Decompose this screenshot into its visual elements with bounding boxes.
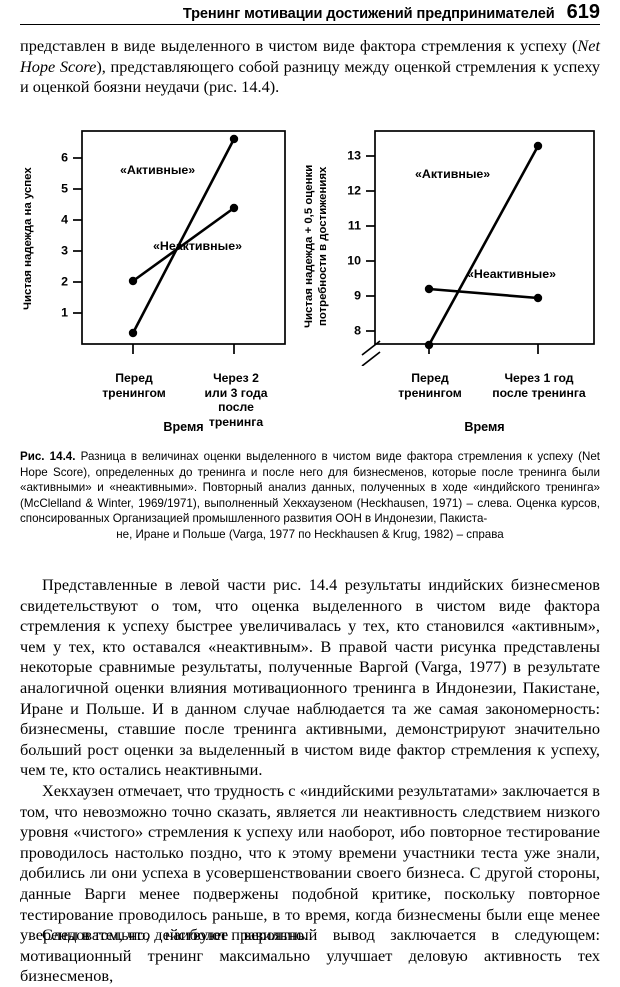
chart-left-label-active: «Активные» xyxy=(120,163,195,177)
chart-right-axis-break-slash-2 xyxy=(361,351,381,366)
chart-left-ytick-6: 6 xyxy=(61,150,68,164)
chart-left-ytick-1: 1 xyxy=(61,305,68,319)
paragraph-2-text: Хекхаузен отмечает, что трудность с «инд… xyxy=(20,781,600,945)
chart-left-point-inactive-before xyxy=(128,276,138,286)
chart-left-label-inactive: «Неактивные» xyxy=(153,239,242,253)
figure-14-4: Чистая надежда на успех 6 5 4 3 2 1 xyxy=(20,126,600,436)
figure-caption-text: Разница в величинах оценки выделенного в… xyxy=(20,450,600,526)
figure-caption-label: Рис. 14.4. xyxy=(20,450,76,463)
chart-left-india: Чистая надежда на успех 6 5 4 3 2 1 xyxy=(20,126,295,436)
paragraph-2: Хекхаузен отмечает, что трудность с «инд… xyxy=(20,781,600,946)
running-head: Тренинг мотивации достижений предпринима… xyxy=(20,2,600,30)
intro-text-a: представлен в виде выделенного в чистом … xyxy=(20,36,578,55)
chart-right-plot: 13 12 11 10 9 8 xyxy=(347,130,595,366)
paragraph-intro: представлен в виде выделенного в чистом … xyxy=(20,36,600,98)
chart-right-ytick-13: 13 xyxy=(347,148,361,162)
chart-right-ytick-11: 11 xyxy=(348,218,361,232)
chart-right-point-inactive-before xyxy=(424,284,434,294)
chart-left-series-active-line xyxy=(131,137,236,335)
chart-left-plot: 6 5 4 3 2 1 xyxy=(61,130,286,354)
paragraph-3-text: Следовательно, наиболее вероятный вывод … xyxy=(20,925,600,986)
chart-left-xcat-before: Перед тренингом xyxy=(102,371,166,400)
chart-right-y-axis-label-line1: Чистая надежда + 0,5 оценки xyxy=(303,164,315,328)
chart-right-ytick-10: 10 xyxy=(347,253,361,267)
figure-caption-last-line: не, Иране и Польше (Varga, 1977 по Heckh… xyxy=(116,527,504,541)
chart-left-xcat-after: Через 2 или 3 года после тренинга xyxy=(204,371,268,429)
chart-right-point-active-after xyxy=(533,141,543,151)
chart-left-point-active-before xyxy=(128,328,138,338)
paragraph-1: Представленные в левой части рис. 14.4 р… xyxy=(20,575,600,781)
chart-left-ytick-2: 2 xyxy=(61,274,68,288)
chart-left-point-inactive-after xyxy=(229,203,239,213)
chart-right-label-inactive: «Неактивные» xyxy=(467,267,556,281)
chart-right-xcat-after: Через 1 год после тренинга xyxy=(492,371,586,400)
chart-left-ytick-4: 4 xyxy=(61,212,68,226)
chart-right-ytick-8: 8 xyxy=(354,323,361,337)
chart-left-x-axis-title: Время xyxy=(163,420,204,434)
chart-left-y-axis-label: Чистая надежда на успех xyxy=(22,167,34,310)
chart-right-point-active-before xyxy=(424,340,434,350)
running-head-title: Тренинг мотивации достижений предпринима… xyxy=(182,6,555,22)
chart-right-unido: Чистая надежда + 0,5 оценки потребности … xyxy=(302,126,600,436)
chart-right-xcat-before: Перед тренингом xyxy=(398,371,462,400)
chart-right-ytick-12: 12 xyxy=(347,183,361,197)
chart-right-axis-break-slash-1 xyxy=(361,340,381,356)
chart-right-label-active: «Активные» xyxy=(415,167,490,181)
chart-right-ytick-9: 9 xyxy=(354,288,361,302)
chart-right-y-axis-label-line2: потребности в достижениях xyxy=(317,166,329,326)
chart-right-y-axis-label-2: потребности в достижениях xyxy=(317,130,329,362)
intro-text-b: ), представляющего собой разницу между о… xyxy=(20,56,600,97)
chart-right-series-active-line xyxy=(427,144,540,347)
chart-right-y-axis-label: Чистая надежда + 0,5 оценки xyxy=(302,130,317,362)
intro-italic-term: Net Hope Score xyxy=(20,36,600,76)
paragraph-3: Следовательно, наиболее вероятный вывод … xyxy=(20,925,600,987)
chart-left-ytick-3: 3 xyxy=(61,243,68,257)
chart-right-point-inactive-after xyxy=(533,293,543,303)
chart-right-x-axis-title: Время xyxy=(464,420,505,434)
figure-caption: Рис. 14.4. Разница в величинах оценки вы… xyxy=(20,449,600,543)
page-number: 619 xyxy=(566,1,600,23)
chart-left-series-inactive-line xyxy=(131,206,236,283)
chart-left-ytick-5: 5 xyxy=(61,181,68,195)
chart-left-point-active-after xyxy=(229,134,239,144)
paragraph-1-text: Представленные в левой части рис. 14.4 р… xyxy=(20,575,600,780)
chart-right-series-inactive-line xyxy=(427,287,540,300)
